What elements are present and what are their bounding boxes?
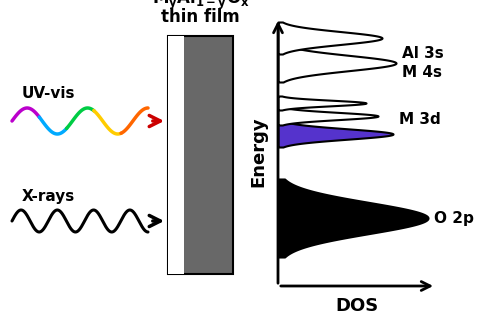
Text: UV-vis: UV-vis xyxy=(22,87,76,101)
Text: Al 3s
M 4s: Al 3s M 4s xyxy=(402,46,444,80)
Text: thin film: thin film xyxy=(161,8,240,26)
Text: M 3d: M 3d xyxy=(399,112,441,126)
Text: O 2p: O 2p xyxy=(434,210,474,226)
Text: X-rays: X-rays xyxy=(22,189,75,204)
Text: DOS: DOS xyxy=(336,297,378,315)
Text: $\mathdefault{M_yAl_{1-y}O_x}$: $\mathdefault{M_yAl_{1-y}O_x}$ xyxy=(152,0,250,12)
Text: Energy: Energy xyxy=(249,117,267,187)
Bar xyxy=(168,36,233,274)
Bar xyxy=(168,36,184,274)
